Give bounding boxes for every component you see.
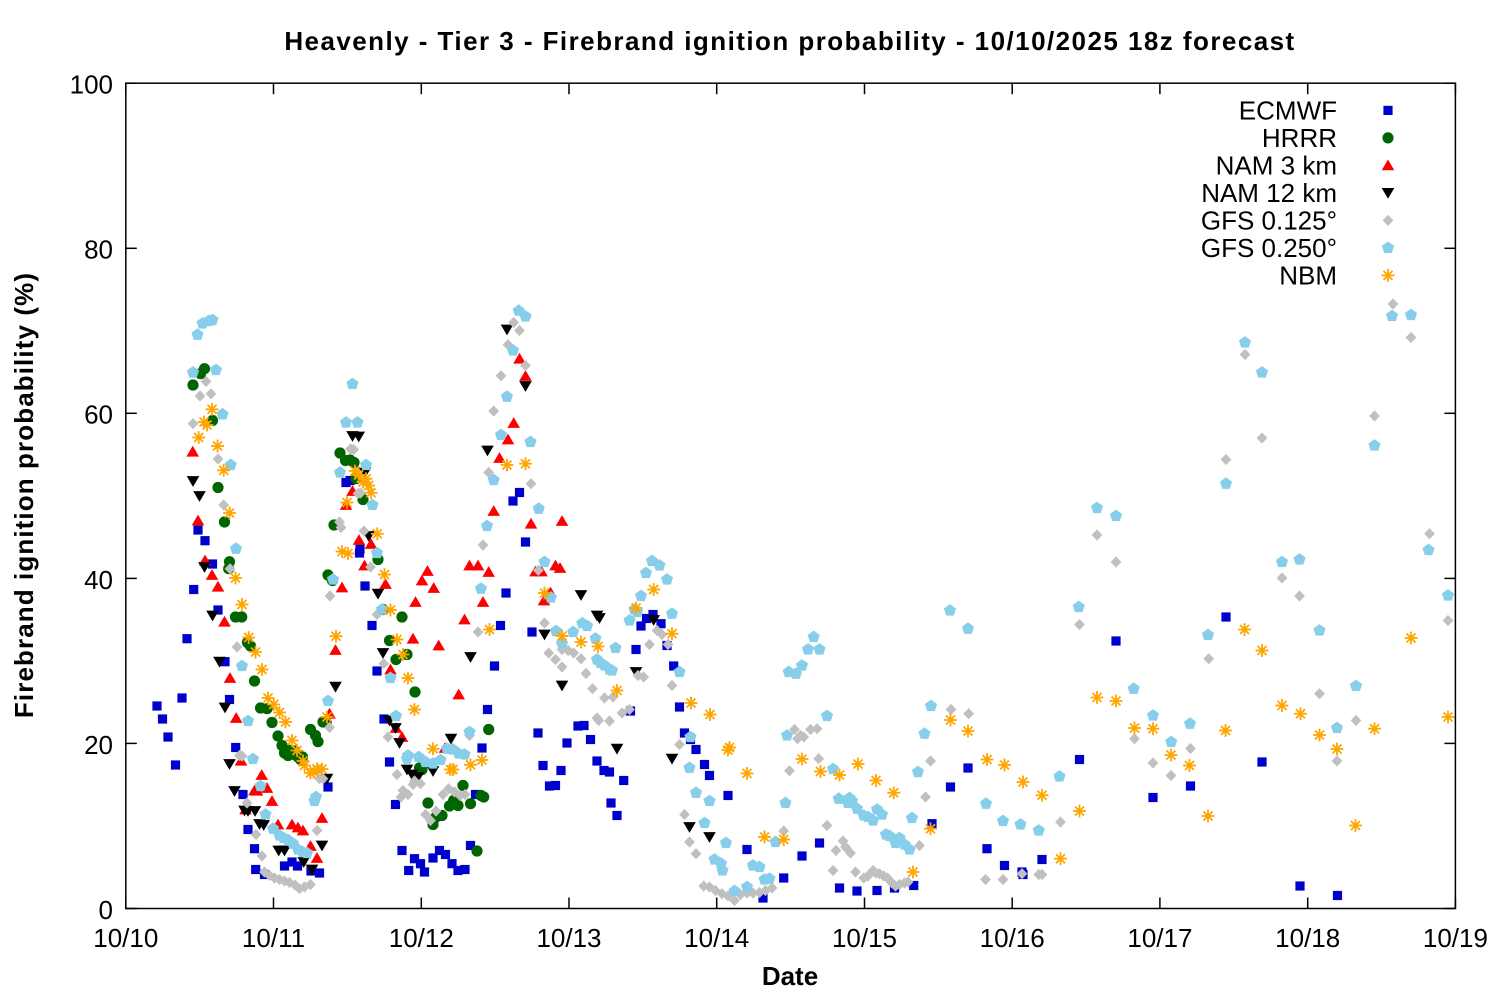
svg-text:60: 60: [84, 400, 113, 430]
svg-text:100: 100: [70, 70, 113, 100]
svg-text:NAM 3 km: NAM 3 km: [1216, 151, 1337, 181]
svg-text:ECMWF: ECMWF: [1239, 96, 1337, 126]
svg-text:NBM: NBM: [1279, 261, 1337, 291]
svg-text:10/15: 10/15: [832, 923, 897, 953]
svg-text:NAM 12 km: NAM 12 km: [1201, 178, 1337, 208]
svg-text:0: 0: [99, 895, 113, 925]
svg-text:10/14: 10/14: [684, 923, 749, 953]
svg-text:Firebrand ignition probability: Firebrand ignition probability (%): [9, 272, 39, 718]
svg-text:GFS 0.125°: GFS 0.125°: [1201, 206, 1337, 236]
svg-text:10/13: 10/13: [536, 923, 601, 953]
svg-text:10/11: 10/11: [242, 923, 305, 953]
svg-text:10/19: 10/19: [1423, 923, 1488, 953]
svg-text:80: 80: [84, 235, 113, 265]
svg-text:HRRR: HRRR: [1262, 123, 1337, 153]
svg-text:20: 20: [84, 730, 113, 760]
svg-text:Date: Date: [762, 961, 818, 991]
svg-text:10/10: 10/10: [93, 923, 158, 953]
svg-text:10/16: 10/16: [980, 923, 1045, 953]
svg-text:10/12: 10/12: [389, 923, 454, 953]
svg-text:10/17: 10/17: [1127, 923, 1192, 953]
svg-text:10/18: 10/18: [1275, 923, 1340, 953]
svg-text:Heavenly - Tier 3 - Firebrand: Heavenly - Tier 3 - Firebrand ignition p…: [284, 26, 1295, 56]
svg-text:40: 40: [84, 565, 113, 595]
svg-text:GFS 0.250°: GFS 0.250°: [1201, 233, 1337, 263]
